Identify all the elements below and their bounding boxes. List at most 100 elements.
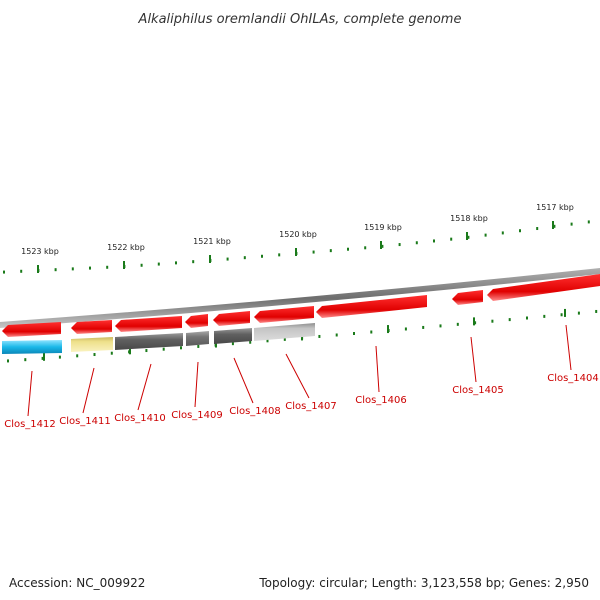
tick-label: 1519 kbp	[364, 223, 402, 232]
minor-tick	[312, 250, 315, 254]
minor-tick	[364, 246, 367, 250]
length-label: Length:	[371, 576, 418, 590]
inner-minor-tick	[249, 340, 252, 344]
label-leader-line	[565, 324, 572, 371]
minor-tick	[192, 260, 195, 264]
label-leader-line	[233, 357, 254, 404]
kbp-ruler: 1523 kbp 1522 kbp 1521 kbp 1520 kbp 1519 kbp…	[3, 203, 590, 274]
topology-value: circular	[319, 576, 364, 590]
minor-tick	[175, 261, 177, 265]
gene-label: Clos_1411	[59, 416, 111, 427]
minor-tick	[243, 256, 246, 260]
minor-tick	[415, 241, 418, 245]
gene-bar-clos-1409	[186, 331, 209, 346]
major-tick	[380, 241, 382, 249]
tick-label: 1518 kbp	[450, 214, 488, 223]
gene-bar-clos-1407	[254, 323, 315, 341]
minor-tick	[106, 265, 109, 269]
reverse-gene-arrow	[254, 306, 314, 323]
inner-minor-tick	[41, 356, 44, 360]
tick-label: 1517 kbp	[536, 203, 574, 212]
gene-label: Clos_1409	[171, 410, 223, 421]
inner-minor-tick	[197, 344, 200, 348]
label-leader-line	[375, 345, 380, 393]
inner-minor-tick	[370, 330, 373, 334]
reverse-gene-arrow	[71, 320, 112, 334]
gene-label: Clos_1410	[114, 413, 166, 424]
major-tick	[123, 261, 125, 269]
reverse-gene-arrow	[185, 314, 208, 328]
inner-minor-tick	[93, 353, 96, 357]
reverse-gene-arrow	[115, 316, 182, 332]
minor-tick	[467, 235, 470, 239]
inner-major-tick	[564, 308, 566, 317]
inner-minor-tick	[266, 339, 269, 343]
inner-minor-tick	[508, 318, 511, 322]
inner-major-tick	[43, 352, 45, 361]
gene-label: Clos_1408	[229, 406, 281, 417]
genome-stats: Topology: circular; Length: 3,123,558 bp…	[259, 576, 589, 590]
reverse-gene-arrow	[213, 311, 250, 326]
inner-minor-tick	[58, 355, 61, 359]
major-tick	[466, 232, 468, 240]
inner-minor-tick	[526, 316, 528, 320]
gene-label: Clos_1412	[4, 419, 56, 430]
inner-minor-tick	[283, 337, 286, 341]
gene-track	[2, 274, 600, 354]
minor-tick	[484, 233, 487, 237]
inner-minor-tick	[110, 351, 113, 355]
gene-bar-clos-1410	[115, 333, 183, 350]
major-tick	[209, 255, 211, 263]
inner-minor-tick	[543, 314, 546, 318]
inner-minor-tick	[404, 327, 407, 331]
minor-tick	[587, 220, 590, 224]
tick-label: 1521 kbp	[193, 237, 231, 246]
reverse-gene-arrow	[316, 295, 427, 318]
inner-minor-tick	[456, 322, 459, 326]
label-leader-line	[285, 353, 310, 399]
minor-tick	[3, 270, 5, 274]
inner-minor-tick	[180, 346, 182, 350]
accession-value: NC_009922	[76, 576, 146, 590]
minor-tick	[536, 227, 539, 231]
genes-label: Genes:	[508, 576, 551, 590]
inner-minor-tick	[560, 313, 563, 317]
inner-minor-tick	[422, 325, 425, 329]
tick-label: 1520 kbp	[279, 230, 317, 239]
minor-tick	[450, 237, 453, 241]
length-value: 3,123,558 bp	[420, 576, 501, 590]
minor-tick	[570, 222, 573, 226]
reverse-gene-arrow	[487, 274, 600, 301]
gene-bar-clos-1408	[214, 328, 252, 344]
minor-tick	[89, 266, 91, 270]
inner-minor-tick	[335, 333, 338, 337]
minor-tick	[553, 224, 556, 228]
minor-tick	[157, 262, 160, 266]
minor-tick	[501, 231, 504, 235]
gene-label: Clos_1405	[452, 385, 504, 396]
inner-tick-row	[7, 308, 598, 363]
inner-major-tick	[387, 325, 389, 334]
gene-bar-clos-1411	[71, 337, 113, 352]
gene-bar-clos-1412	[2, 340, 62, 354]
inner-minor-tick	[474, 321, 477, 325]
gene-label: Clos_1406	[355, 395, 407, 406]
gene-labels: Clos_1412 Clos_1411 Clos_1410 Clos_1409 Clos…	[4, 324, 599, 430]
tick-label: 1523 kbp	[21, 247, 59, 256]
genes-value: 2,950	[554, 576, 589, 590]
reverse-gene-arrow	[452, 290, 483, 305]
inner-major-tick	[473, 317, 475, 326]
minor-tick	[347, 247, 349, 251]
minor-tick	[20, 269, 23, 273]
inner-minor-tick	[353, 332, 355, 336]
minor-tick	[433, 239, 435, 243]
tick-label: 1522 kbp	[107, 243, 145, 252]
gene-label: Clos_1407	[285, 401, 337, 412]
label-leader-line	[470, 336, 477, 383]
minor-tick	[71, 267, 74, 271]
minor-tick	[278, 253, 281, 257]
label-leader-line	[137, 363, 152, 411]
gene-label: Clos_1404	[547, 373, 599, 384]
label-leader-line	[82, 367, 95, 414]
